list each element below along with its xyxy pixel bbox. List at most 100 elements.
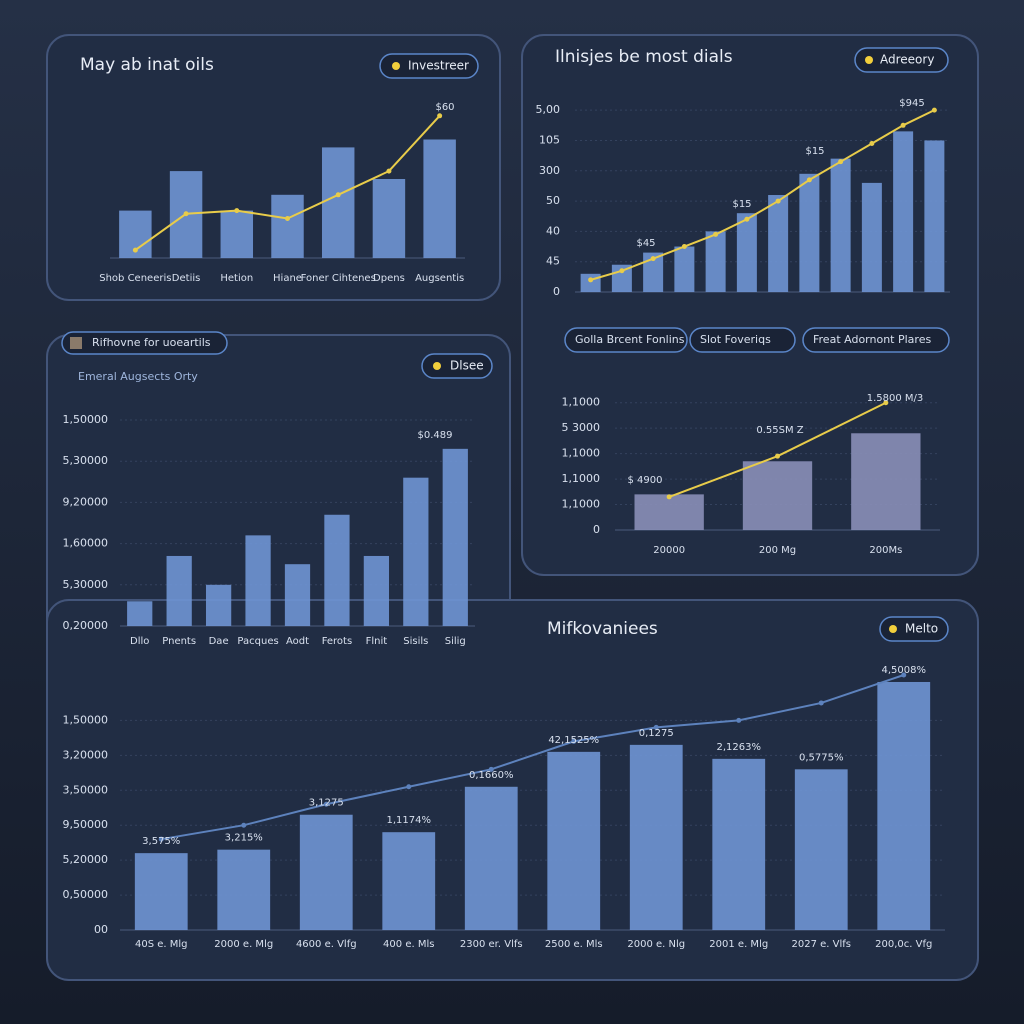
x-tick-label: Dae (209, 636, 229, 647)
icon (70, 337, 82, 349)
line-dot (406, 784, 412, 790)
y-tick-label: 1,60000 (63, 537, 109, 550)
button-label[interactable]: Investreer (408, 59, 469, 73)
bar (830, 158, 851, 292)
bar (382, 832, 436, 930)
y-tick-label: 5,30000 (63, 578, 109, 591)
line-dot (736, 717, 742, 723)
filter-chip[interactable] (802, 327, 950, 353)
button-label[interactable]: Dlsee (450, 359, 484, 373)
filter-chip[interactable] (689, 327, 796, 353)
y-tick-label: 1,1000 (562, 447, 601, 460)
line-dot (838, 159, 844, 165)
annotation: 2,1263% (717, 742, 762, 753)
filter-label[interactable]: Slot Foveriqs (700, 333, 771, 346)
x-tick-label: Silig (445, 636, 466, 647)
y-tick-label: 1,50000 (63, 713, 109, 726)
y-tick-label: 1,1000 (562, 396, 601, 409)
bar (423, 139, 456, 258)
x-tick-label: Ferots (322, 636, 353, 647)
annotation: 0,5775% (799, 752, 844, 763)
button[interactable] (879, 616, 949, 642)
x-tick-label: 40S e. Mlg (135, 939, 188, 950)
bar (861, 182, 882, 292)
bar (324, 514, 350, 626)
button[interactable] (421, 353, 493, 379)
bar (363, 555, 390, 626)
bar (643, 252, 664, 292)
bar (284, 564, 311, 626)
y-tick-label: 9,20000 (63, 495, 109, 508)
bar (712, 758, 766, 930)
line-dot (588, 277, 594, 283)
line-dot (806, 177, 812, 183)
annotation: 4,5008% (882, 665, 927, 676)
line-dot (241, 822, 247, 828)
line-dot (323, 801, 329, 807)
bar (674, 246, 695, 292)
y-tick-label: 1,1000 (562, 498, 601, 511)
bar (629, 744, 683, 930)
filter-chip[interactable] (564, 327, 688, 353)
annotation: 3,215% (225, 833, 263, 844)
bar (372, 179, 406, 258)
annotation: $0.489 (418, 430, 453, 441)
line-dot (666, 494, 672, 500)
y-tick-label: 0,20000 (63, 619, 109, 632)
icon (433, 362, 441, 370)
line-dot (775, 198, 781, 204)
annotation: 42,1525% (548, 735, 599, 746)
line-dot (619, 268, 625, 274)
annotation: $15 (805, 146, 824, 157)
line-dot (650, 256, 656, 262)
y-tick-label: 50 (546, 194, 560, 207)
annotation: $60 (435, 102, 454, 113)
x-tick-label: 200,0c. Vfg (875, 939, 932, 950)
annotation: 3,575% (142, 836, 180, 847)
bar (893, 131, 914, 292)
y-tick-label: 105 (539, 133, 560, 146)
button-label[interactable]: Melto (905, 622, 938, 636)
x-tick-label: Detiis (172, 273, 201, 284)
x-tick-label: 20000 (653, 545, 685, 556)
annotation: 0,1275 (639, 728, 674, 739)
icon (889, 625, 897, 633)
line-dot (681, 244, 687, 250)
button-label[interactable]: Adreeory (880, 53, 934, 67)
panel-title: Mifkovaniees (547, 619, 658, 639)
panel-title: Rifhovne for uoeartils (92, 336, 211, 349)
bar (442, 448, 468, 626)
x-tick-label: 2000 e. Nlg (627, 939, 685, 950)
x-tick-label: 4600 e. Vlfg (296, 939, 357, 950)
bar (205, 584, 232, 626)
line-dot (132, 247, 138, 253)
trend-line (161, 674, 905, 841)
bar (134, 853, 188, 930)
line-dot (901, 672, 907, 678)
bar (403, 477, 429, 626)
bar (166, 555, 192, 626)
bar (634, 494, 704, 530)
y-tick-label: 00 (94, 923, 108, 936)
line-dot (775, 453, 780, 459)
trend-line (590, 109, 935, 281)
y-tick-label: 1,1000 (562, 472, 601, 485)
icon (392, 62, 400, 70)
y-tick-label: 0 (593, 523, 600, 536)
bar (321, 147, 355, 258)
y-tick-label: 5,00 (536, 103, 561, 116)
filter-label[interactable]: Golla Brcent Fonlins (575, 333, 685, 346)
bar (464, 786, 518, 930)
x-tick-label: 2027 e. Vlfs (792, 939, 852, 950)
annotation: 3,1275 (309, 798, 344, 809)
button[interactable] (854, 47, 949, 73)
x-tick-label: Augsentis (415, 273, 464, 284)
button[interactable] (379, 53, 479, 79)
y-tick-label: 3,50000 (63, 783, 109, 796)
line-dot (900, 122, 906, 128)
y-tick-label: 1,50000 (63, 413, 109, 426)
filter-label[interactable]: Freat Adornont Plares (813, 333, 931, 346)
line-dot (234, 208, 240, 214)
x-tick-label: Hiane (273, 273, 302, 284)
x-tick-label: Dllo (130, 636, 149, 647)
